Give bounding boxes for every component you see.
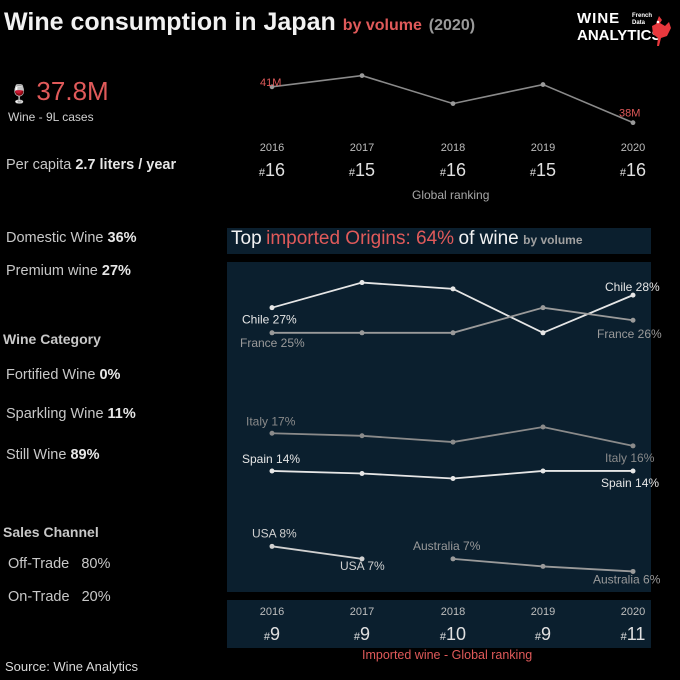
series-end-label: France 26% — [597, 327, 662, 341]
channel-heading: Sales Channel — [3, 524, 99, 540]
volume-first-label: 41M — [260, 77, 281, 89]
series-point-france — [630, 317, 636, 323]
series-point-chile — [630, 292, 636, 298]
series-end-label: Spain 14% — [601, 476, 659, 490]
trend-year-label: 2019 — [530, 142, 556, 154]
logo-small-text: French Data — [632, 13, 653, 26]
import-rank-value: #9 — [534, 624, 552, 644]
series-point-chile — [359, 280, 365, 286]
series-line-france — [272, 306, 634, 334]
volume-kpi-caption: Wine - 9L cases — [8, 110, 94, 124]
series-start-label: USA 8% — [252, 526, 297, 540]
category-heading: Wine Category — [3, 331, 101, 347]
series-point-chile — [269, 305, 275, 311]
series-point-italy — [269, 430, 275, 436]
series-end-label: Australia 6% — [593, 572, 661, 586]
source-note: Source: Wine Analytics — [5, 659, 138, 674]
series-start-label: Spain 14% — [242, 452, 300, 466]
premium-share: Premium wine 27% — [6, 263, 131, 279]
domestic-share: Domestic Wine 36% — [6, 230, 137, 246]
trend-year-label: 2017 — [349, 142, 375, 154]
imported-origins-chart: Chile 27% Chile 28% France 25% France 26% It… — [240, 280, 662, 586]
trend-year-label: 2016 — [259, 142, 285, 154]
volume-trend-line — [271, 74, 634, 124]
series-point-italy — [630, 443, 636, 449]
volume-kpi-value: 37.8M — [36, 76, 109, 106]
series-point-spain — [359, 470, 365, 476]
global-rank-value: #16 — [619, 160, 647, 180]
series-start-label: Italy 17% — [246, 414, 296, 428]
series-point-spain — [450, 475, 456, 481]
rooster-icon — [652, 16, 671, 46]
trend-year-label: 2018 — [440, 142, 466, 154]
title-subtitle-volume: by volume — [342, 17, 422, 34]
series-point-italy — [359, 433, 365, 439]
series-point-usa — [359, 556, 365, 562]
global-rank-value: #16 — [258, 160, 286, 180]
global-rank-value: #16 — [439, 160, 467, 180]
channel-on-trade: On-Trade 20% — [8, 589, 111, 605]
logo-line-2: ANALYTICS — [577, 27, 662, 44]
series-point-chile — [450, 286, 456, 292]
series-start-label: Australia 7% — [413, 539, 481, 553]
category-fortified: Fortified Wine 0% — [6, 367, 121, 383]
import-year-label: 2020 — [620, 606, 646, 618]
series-start-label: Chile 27% — [242, 313, 297, 327]
global-ranking-label: Global ranking — [412, 188, 490, 202]
series-line-usa — [271, 545, 363, 560]
logo-line-1: WINE — [577, 10, 621, 27]
global-rank-value: #15 — [348, 160, 376, 180]
channel-off-trade: Off-Trade 80% — [8, 556, 111, 572]
import-rank-value: #11 — [620, 624, 646, 644]
per-capita: Per capita 2.7 liters / year — [6, 157, 177, 173]
series-point-spain — [269, 468, 275, 474]
title-subtitle-year: (2020) — [428, 17, 476, 34]
per-capita-value: 2.7 liters / year — [75, 157, 177, 173]
title-text: Wine consumption in Japan — [4, 8, 336, 36]
category-still: Still Wine 89% — [6, 447, 100, 463]
series-point-italy — [540, 424, 546, 430]
series-point-australia — [450, 556, 456, 562]
volume-trend-point — [269, 84, 275, 90]
series-end-label: Chile 28% — [605, 280, 660, 294]
series-point-france — [359, 330, 365, 336]
volume-last-label: 38M — [619, 108, 640, 120]
wine-bottle-icon: 🍷 — [8, 84, 31, 104]
import-year-label: 2018 — [440, 606, 466, 618]
series-start-label: France 25% — [240, 336, 305, 350]
imported-ranking-label: Imported wine - Global ranking — [362, 648, 533, 662]
volume-trend-chart: 41M 38M — [260, 73, 640, 126]
series-point-usa — [269, 543, 275, 549]
series-point-chile — [540, 330, 546, 336]
series-point-france — [540, 305, 546, 311]
import-year-label: 2016 — [259, 606, 285, 618]
import-rank-value: #9 — [353, 624, 371, 644]
series-end-label: USA 7% — [340, 559, 385, 573]
import-year-label: 2019 — [530, 606, 556, 618]
wine-analytics-logo: WINE ANALYTICS French Data — [577, 10, 677, 50]
volume-trend-point — [630, 120, 636, 126]
series-point-australia — [630, 568, 636, 574]
volume-trend-point — [540, 82, 546, 87]
category-sparkling: Sparkling Wine 11% — [6, 406, 136, 422]
series-point-italy — [450, 439, 456, 445]
volume-trend-point — [359, 73, 365, 78]
trend-year-label: 2020 — [620, 142, 646, 154]
volume-trend-point — [450, 101, 456, 106]
import-rank-value: #10 — [439, 624, 467, 644]
imported-origins-title: Top imported Origins: 64% of wine by vol… — [227, 228, 651, 254]
series-end-label: Italy 16% — [605, 451, 655, 465]
imported-ranking-panel — [227, 600, 651, 648]
import-rank-value: #9 — [263, 624, 281, 644]
page-title: Wine consumption in Japan by volume (202… — [4, 8, 475, 37]
import-year-label: 2017 — [349, 606, 375, 618]
series-point-france — [450, 330, 456, 336]
series-point-spain — [630, 468, 636, 474]
series-point-spain — [540, 468, 546, 474]
global-rank-value: #15 — [529, 160, 557, 180]
series-point-france — [269, 330, 275, 336]
series-point-australia — [540, 563, 546, 569]
volume-kpi: 🍷 37.8M — [8, 76, 109, 107]
